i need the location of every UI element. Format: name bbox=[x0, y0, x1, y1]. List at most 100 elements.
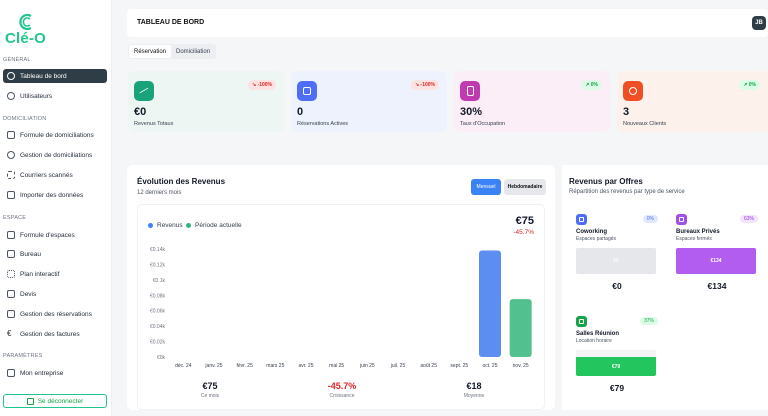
footer-stat-month: €75 Ce mois bbox=[170, 381, 250, 399]
offer-bar-fill: €134 bbox=[676, 248, 756, 274]
sidebar-item-formule-domiciliations[interactable]: Formule de domiciliations bbox=[3, 128, 107, 142]
sidebar-item-dashboard[interactable]: Tableau de bord bbox=[3, 69, 107, 83]
offer-percent: 37% bbox=[639, 317, 658, 325]
offer-name: Salles Réunion bbox=[576, 331, 620, 337]
office-icon bbox=[676, 214, 687, 225]
footer-value: €75 bbox=[202, 381, 218, 391]
legend-label: Revenus bbox=[157, 222, 183, 229]
y-tick-label: €0.14k bbox=[150, 247, 166, 253]
revenue-subtitle: 12 derniers mois bbox=[137, 190, 182, 196]
footer-label: Moyenne bbox=[463, 393, 485, 399]
legend-periode: Période actuelle bbox=[186, 222, 242, 229]
sidebar-item-label: Tableau de bord bbox=[20, 72, 67, 80]
stat-label: Taux d'Occupation bbox=[460, 121, 506, 127]
x-tick-label: déc. 24 bbox=[175, 363, 192, 369]
offer-amount: €0 bbox=[612, 281, 622, 291]
bars-icon bbox=[7, 131, 15, 139]
logo-icon bbox=[19, 13, 32, 31]
offer-bar: €134 bbox=[676, 248, 756, 274]
sidebar-item-gestion-domiciliations[interactable]: Gestion de domiciliations bbox=[3, 148, 107, 162]
sidebar-item-users[interactable]: Utilisateurs bbox=[3, 89, 107, 103]
offer-percent: 63% bbox=[739, 215, 758, 223]
coworking-icon bbox=[576, 214, 587, 225]
revenue-title: Évolution des Revenus bbox=[137, 177, 226, 186]
sidebar-item-import[interactable]: Importer des données bbox=[3, 188, 107, 202]
footer-value: €18 bbox=[466, 381, 482, 391]
stat-change-badge: ↗ 0% bbox=[581, 80, 602, 90]
section-domiciliation: DOMICILIATION bbox=[3, 116, 47, 122]
offer-bar: €79 bbox=[576, 350, 656, 376]
sidebar-item-entreprise[interactable]: Mon entreprise bbox=[3, 366, 107, 380]
weekly-button[interactable]: Hebdomadaire bbox=[504, 179, 546, 195]
scan-icon bbox=[7, 171, 15, 179]
offer-subtitle: Espaces fermés bbox=[676, 236, 712, 242]
stat-card-clients: ↗ 0% 3 Nouveaux Clients bbox=[617, 71, 768, 132]
stat-label: Réservations Actives bbox=[297, 121, 349, 127]
user-icon bbox=[7, 92, 15, 100]
dashboard-icon bbox=[7, 72, 15, 80]
tab-domiciliation[interactable]: Domiciliation bbox=[176, 48, 211, 55]
footer-value: -45.7% bbox=[327, 381, 357, 391]
sidebar-item-label: Gestion des réservations bbox=[20, 310, 92, 318]
legend-label: Période actuelle bbox=[195, 222, 242, 229]
offer-salles: 37% Salles Réunion Location horaire €79 … bbox=[576, 316, 658, 393]
offers-subtitle: Répartition des revenus par type de serv… bbox=[569, 189, 685, 195]
sidebar-item-devis[interactable]: Devis bbox=[3, 287, 107, 301]
sidebar-item-plan[interactable]: Plan interactif bbox=[3, 267, 107, 281]
offer-bar-fill: €0 bbox=[576, 248, 656, 274]
euro-icon: € bbox=[7, 329, 12, 338]
sidebar-item-label: Bureau bbox=[20, 250, 41, 258]
offer-bureaux: 63% Bureaux Privés Espaces fermés €134 €… bbox=[676, 214, 758, 291]
offer-bar: €0 bbox=[576, 248, 656, 274]
sidebar-item-label: Utilisateurs bbox=[20, 92, 53, 100]
sidebar-item-label: Plan interactif bbox=[20, 270, 60, 278]
sidebar-item-label: Formule d'espaces bbox=[20, 231, 75, 239]
stat-value: 3 bbox=[623, 106, 630, 118]
sidebar-item-label: Mon entreprise bbox=[20, 369, 64, 377]
offer-name: Bureaux Privés bbox=[676, 229, 720, 235]
offer-subtitle: Location horaire bbox=[576, 338, 612, 344]
x-tick-label: janv. 25 bbox=[204, 363, 222, 369]
stat-value: €0 bbox=[134, 106, 147, 118]
building-icon bbox=[7, 369, 15, 377]
x-tick-label: mai 25 bbox=[329, 363, 344, 369]
monthly-button[interactable]: Mensuel bbox=[471, 179, 501, 195]
building-icon bbox=[460, 81, 480, 101]
y-tick-label: €0.08k bbox=[150, 293, 166, 299]
grid-icon bbox=[7, 270, 15, 278]
calendar-icon bbox=[7, 310, 15, 318]
section-espace: ESPACE bbox=[3, 215, 27, 221]
stat-card-occupation: ↗ 0% 30% Taux d'Occupation bbox=[454, 71, 610, 132]
stat-change-badge: ↘ -100% bbox=[247, 80, 276, 90]
sidebar-item-courriers[interactable]: Courriers scannés bbox=[3, 168, 107, 182]
logout-button[interactable]: Se déconnecter bbox=[3, 394, 107, 408]
x-tick-label: sept. 25 bbox=[450, 363, 468, 369]
x-tick-label: nov. 25 bbox=[513, 363, 529, 369]
app-logo[interactable]: Clé-O bbox=[5, 13, 47, 47]
legend-revenus: Revenus bbox=[148, 222, 183, 229]
sidebar-item-reservations[interactable]: Gestion des réservations bbox=[3, 307, 107, 321]
sidebar-item-bureau[interactable]: Bureau bbox=[3, 247, 107, 261]
stat-label: Revenus Totaux bbox=[134, 121, 174, 127]
section-parametres: PARAMÈTRES bbox=[3, 353, 43, 359]
sidebar-item-label: Formule de domiciliations bbox=[20, 131, 94, 139]
stat-value: 30% bbox=[460, 106, 483, 118]
y-tick-label: €0.1k bbox=[153, 278, 166, 284]
sidebar-item-label: Courriers scannés bbox=[20, 171, 73, 179]
stat-change-badge: ↘ -100% bbox=[410, 80, 439, 90]
legend-dot bbox=[148, 223, 153, 228]
pin-icon bbox=[7, 151, 15, 159]
page-title: TABLEAU DE BORD bbox=[137, 19, 205, 26]
x-tick-label: juin 25 bbox=[359, 363, 375, 369]
x-tick-label: mars 25 bbox=[266, 363, 284, 369]
avatar[interactable]: JB bbox=[752, 16, 766, 30]
chart-bar bbox=[509, 299, 532, 357]
current-value: €75 bbox=[515, 215, 534, 227]
tab-reservation[interactable]: Réservation bbox=[129, 45, 172, 58]
stat-value: 0 bbox=[297, 106, 304, 118]
y-tick-label: €0.02k bbox=[150, 340, 166, 346]
sidebar-item-factures[interactable]: € Gestion des factures bbox=[3, 327, 107, 341]
sidebar-item-formule-espaces[interactable]: Formule d'espaces bbox=[3, 228, 107, 242]
current-change: -45.7% bbox=[513, 229, 534, 236]
calendar-icon bbox=[7, 231, 15, 239]
